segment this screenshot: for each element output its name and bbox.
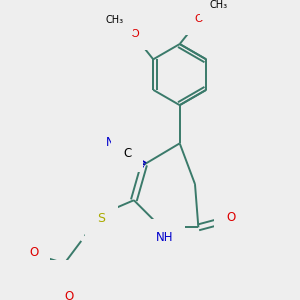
Text: O: O [65, 290, 74, 300]
Text: O: O [130, 29, 139, 39]
Text: C: C [123, 147, 131, 160]
Text: S: S [98, 212, 106, 224]
Text: NH: NH [156, 231, 173, 244]
Text: O: O [29, 246, 38, 259]
Text: CH₃: CH₃ [210, 0, 228, 10]
Text: N: N [106, 136, 115, 149]
Text: CH₃: CH₃ [105, 15, 123, 25]
Text: O: O [226, 211, 235, 224]
Text: O: O [194, 14, 203, 24]
